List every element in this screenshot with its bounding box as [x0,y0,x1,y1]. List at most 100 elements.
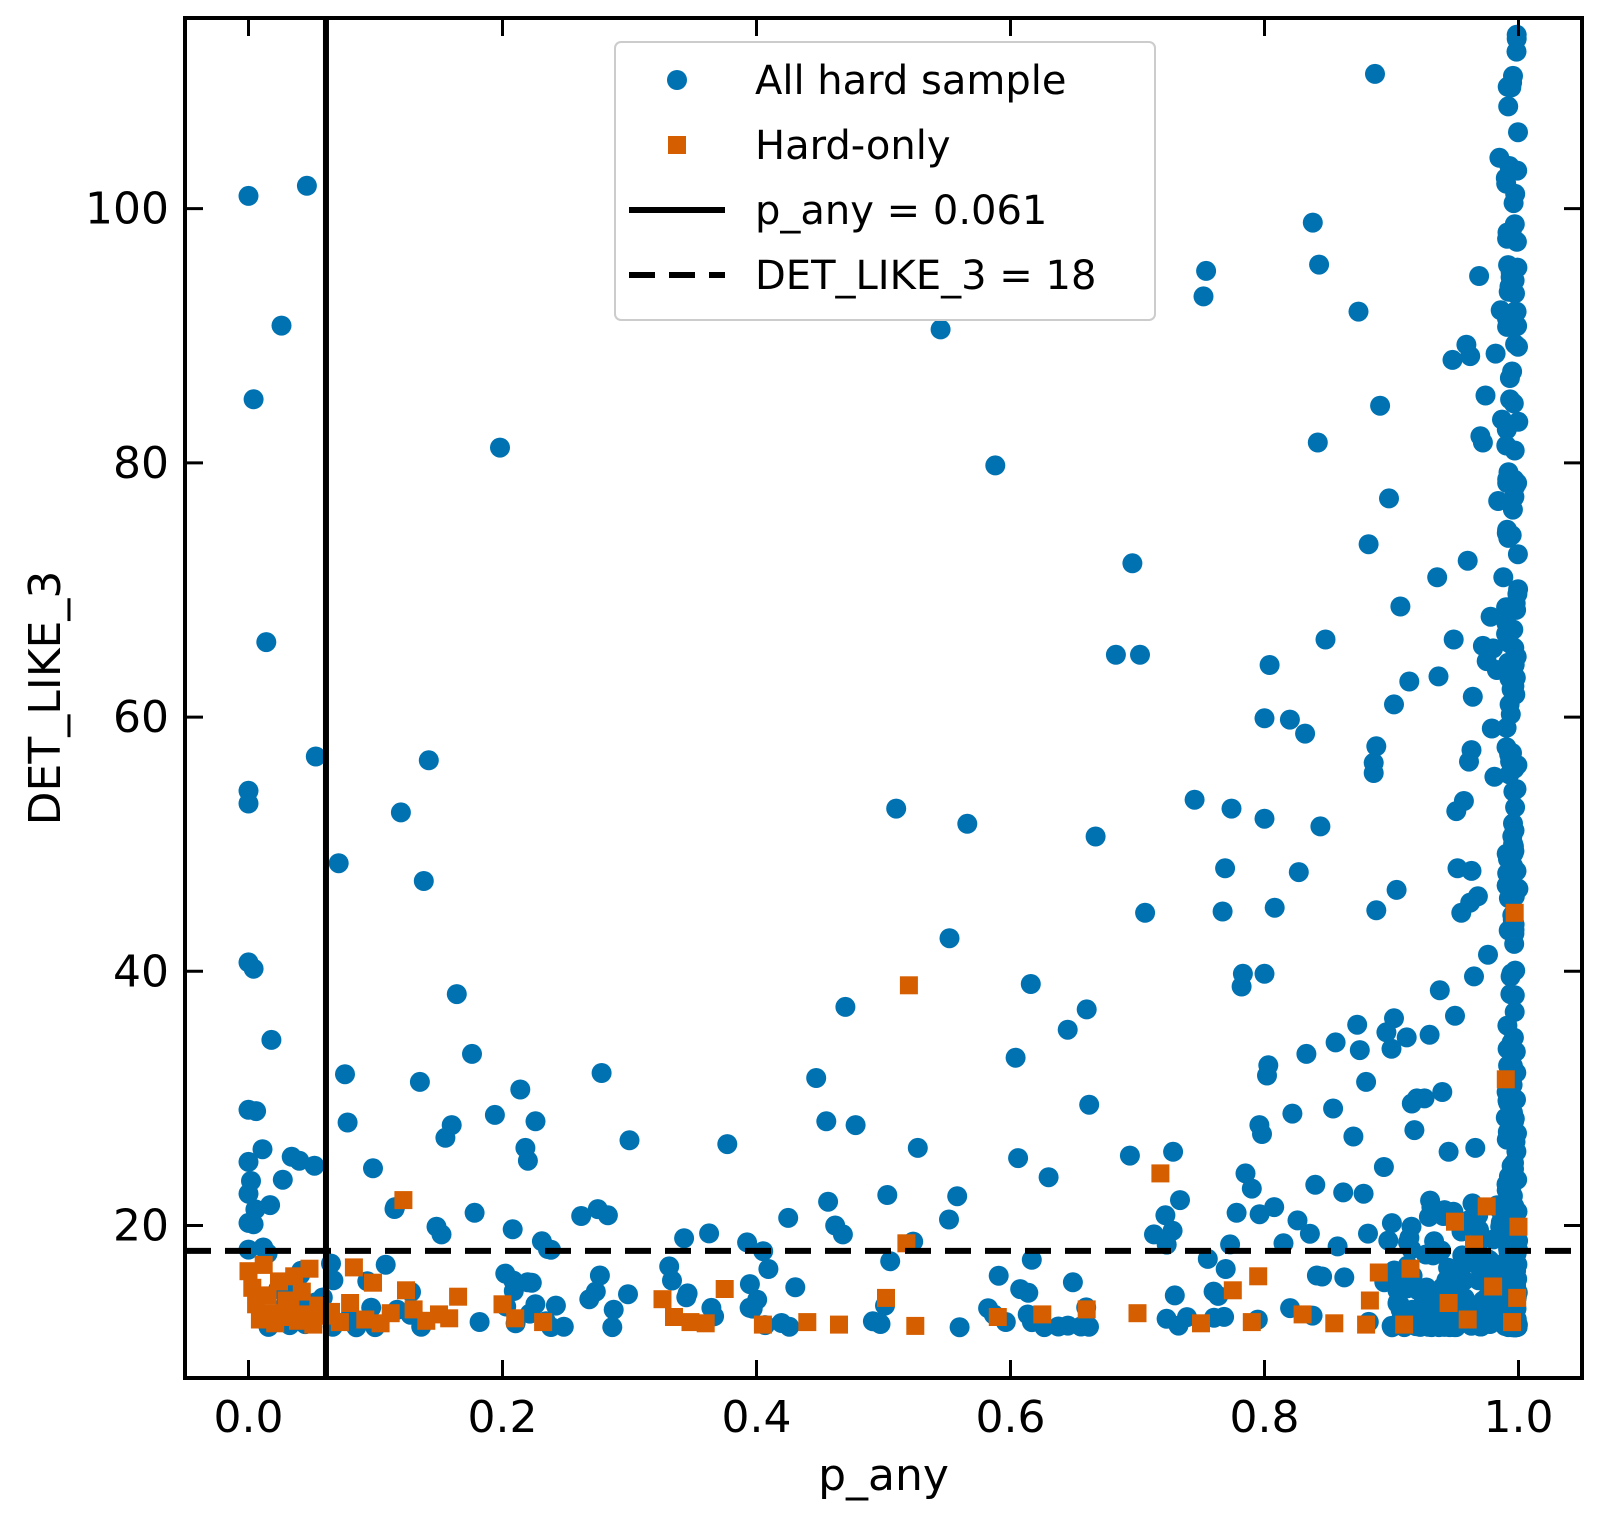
point-all-123 [1347,1014,1368,1035]
point-dense-307 [1048,1316,1069,1337]
point-hard-44 [798,1313,817,1332]
point-hard-46 [877,1288,895,1307]
point-hard-23 [344,1258,363,1277]
point-all-146 [1404,1120,1425,1141]
point-all-95 [1235,1163,1256,1184]
point-hard-39 [665,1308,683,1326]
point-dense-441 [1416,1277,1437,1298]
point-dense-461 [1483,1229,1504,1250]
point-all-91 [1221,798,1242,819]
point-all-82 [1135,902,1156,923]
point-dense-250 [939,1209,959,1230]
point-all-128 [1358,534,1379,555]
point-all-81 [1130,644,1150,665]
point-hard-43 [753,1315,772,1334]
point-hard-4 [254,1255,273,1274]
point-all-118 [1315,629,1336,650]
point-dense-505 [1496,875,1517,896]
point-all-133 [1366,900,1387,921]
y-tick-label-0: 20 [113,1200,169,1251]
point-all-9 [243,958,264,979]
point-hard-21 [330,1313,349,1332]
point-all-126 [1353,1183,1374,1204]
point-all-35 [418,750,439,771]
point-dense-44 [1215,1259,1236,1279]
point-dense-486 [1416,1306,1437,1327]
point-dense-492 [1504,758,1525,779]
point-dense-478 [1498,849,1518,870]
point-dense-55 [1506,24,1527,45]
point-hard-51 [1033,1305,1052,1324]
point-all-122 [1343,1126,1364,1147]
point-all-121 [1333,1182,1354,1203]
point-all-105 [1264,897,1285,918]
point-dense-261 [589,1265,610,1286]
point-dense-459 [1499,1127,1520,1148]
point-all-144 [1399,671,1420,692]
point-all-148 [1414,1088,1435,1109]
point-all-1 [296,175,317,196]
point-hard-70 [1477,1197,1496,1216]
point-dense-463 [1503,488,1524,509]
point-dense-508 [1401,1216,1422,1237]
point-hard-42 [715,1280,734,1298]
point-hard-67 [1446,1212,1464,1231]
point-dense-206 [602,1317,623,1338]
point-all-183 [1484,766,1505,787]
point-dense-442 [1496,623,1517,644]
point-all-57 [816,1111,837,1132]
point-all-23 [243,1214,264,1235]
point-all-150 [1427,567,1448,588]
point-all-139 [1384,694,1404,715]
point-all-42 [464,1202,485,1223]
point-dense-154 [1499,368,1520,388]
point-all-103 [1258,1055,1279,1076]
point-dense-373 [1500,966,1521,987]
point-dense-511 [1496,717,1517,738]
point-all-138 [1381,1038,1402,1059]
point-hard-57 [1242,1313,1261,1332]
point-all-18 [272,1169,293,1190]
point-dense-1 [1164,1285,1185,1306]
point-all-40 [446,984,467,1005]
point-all-89 [1212,901,1233,922]
point-all-141 [1386,879,1407,900]
point-all-132 [1366,736,1387,757]
point-all-60 [835,996,856,1017]
point-dense-147 [1197,1248,1218,1269]
point-dense-63 [618,1284,638,1305]
point-dense-169 [662,1270,682,1291]
point-all-156 [1443,629,1464,650]
point-all-171 [1465,1137,1486,1158]
point-hard-61 [1357,1315,1376,1334]
point-all-107 [1279,709,1300,730]
point-hard-56 [1223,1281,1242,1300]
point-all-17 [304,1155,325,1176]
y-axis-label: DET_LIKE_3 [20,571,71,826]
point-dense-513 [1504,270,1525,291]
point-all-30 [363,1158,383,1179]
point-all-186 [1488,491,1509,511]
point-all-161 [1453,791,1474,811]
point-dense-283 [1500,984,1521,1005]
point-all-108 [1282,1103,1303,1124]
point-dense-41 [1498,96,1519,117]
point-hard-55 [1192,1314,1210,1333]
point-all-69 [985,455,1006,476]
point-dense-142 [1299,1223,1320,1244]
point-all-87 [1193,286,1214,307]
point-dense-502 [1502,1272,1522,1293]
point-dense-74 [818,1191,839,1212]
point-all-84 [1155,1205,1176,1226]
point-all-140 [1384,1008,1404,1029]
point-hard-41 [696,1314,715,1333]
point-dense-393 [1503,193,1524,214]
point-all-0 [238,185,259,206]
point-hard-74 [1509,1217,1528,1236]
point-all-67 [947,1186,968,1207]
point-hard-63 [1369,1263,1388,1282]
point-all-65 [930,319,951,340]
point-dense-467 [1499,77,1520,98]
point-dense-300 [1500,389,1521,410]
